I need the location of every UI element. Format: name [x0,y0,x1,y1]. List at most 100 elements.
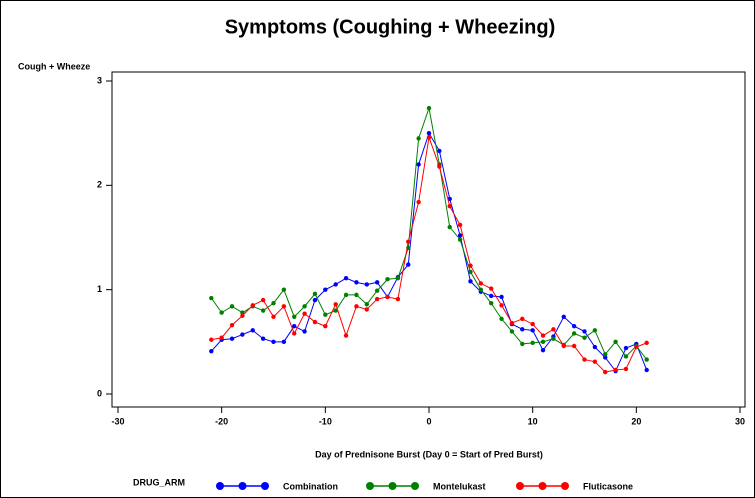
data-point [302,311,307,316]
data-point [240,313,245,318]
data-point [416,136,421,141]
data-point [540,339,546,345]
data-point [323,312,328,317]
data-point [437,148,442,154]
data-point [333,302,338,307]
data-point [260,297,266,303]
legend-marker [216,482,224,490]
legend-marker [516,482,524,490]
data-point [561,314,566,319]
data-point [354,304,359,309]
y-axis-label: Cough + Wheeze [18,61,90,71]
data-point [623,354,629,359]
data-point [302,304,307,309]
data-point [489,286,494,291]
y-tick-label: 2 [97,180,102,190]
data-point [603,352,608,357]
x-tick-label: 20 [631,416,641,426]
data-point [499,303,504,308]
legend-marker [261,482,269,490]
data-point [613,367,618,373]
data-point [447,196,452,202]
data-point [385,294,390,300]
data-point [520,327,525,332]
data-point [540,347,546,353]
data-point [530,328,535,333]
legend-marker [366,482,374,490]
data-point [343,275,349,281]
data-point [447,204,452,209]
data-point [551,336,556,341]
data-point [271,301,276,306]
data-point [323,287,328,292]
data-point [426,105,432,111]
data-point [364,302,369,307]
data-point [406,239,411,244]
data-point [209,337,214,342]
data-point [499,316,504,322]
data-point [406,262,411,267]
x-tick-label: 10 [528,416,538,426]
data-point [520,316,525,322]
data-point [281,287,287,292]
y-tick-label: 0 [97,388,102,398]
data-point [571,323,577,329]
data-point [323,323,328,329]
data-point [395,296,401,302]
data-point [489,293,494,299]
legend-label: Combination [283,481,338,491]
data-point [364,282,369,287]
data-point [468,269,473,275]
data-point [416,162,421,167]
data-point [603,369,608,375]
data-point [571,343,577,349]
data-point [229,336,235,341]
data-point [457,237,463,242]
data-point [582,335,587,340]
data-point [551,327,556,332]
data-point [457,222,463,228]
data-point [457,233,463,238]
legend-title: DRUG_ARM [133,477,185,487]
data-point [644,367,649,373]
data-point [520,341,525,347]
data-point [219,335,224,340]
data-point [540,333,546,338]
chart-title: Symptoms (Coughing + Wheezing) [225,16,556,38]
data-point [312,297,318,303]
y-tick-label: 1 [97,284,102,294]
data-point [509,329,515,334]
data-point [395,275,401,281]
data-point [478,287,484,292]
data-point [437,164,442,169]
data-point [613,339,618,345]
data-point [333,308,338,313]
data-point [385,277,390,282]
data-point [468,279,473,284]
data-point [281,304,287,309]
data-point [343,292,349,298]
legend-marker [561,482,569,490]
data-point [426,130,432,136]
y-tick-label: 3 [97,75,102,85]
data-point [292,314,297,319]
data-point [240,310,245,315]
data-point [343,333,349,338]
data-point [530,321,535,327]
legend-label: Montelukast [433,481,486,491]
data-point [509,320,515,326]
data-point [623,345,629,351]
data-point [250,328,255,333]
data-point [499,294,504,300]
data-point [374,296,380,302]
data-point [354,280,359,285]
x-axis-label: Day of Prednisone Burst (Day 0 = Start o… [315,449,543,459]
legend-marker [238,482,247,490]
data-point [623,366,629,372]
data-point [271,314,276,319]
data-point [592,344,598,350]
data-point [209,295,214,301]
data-point [333,282,338,287]
legend-marker [388,482,397,490]
